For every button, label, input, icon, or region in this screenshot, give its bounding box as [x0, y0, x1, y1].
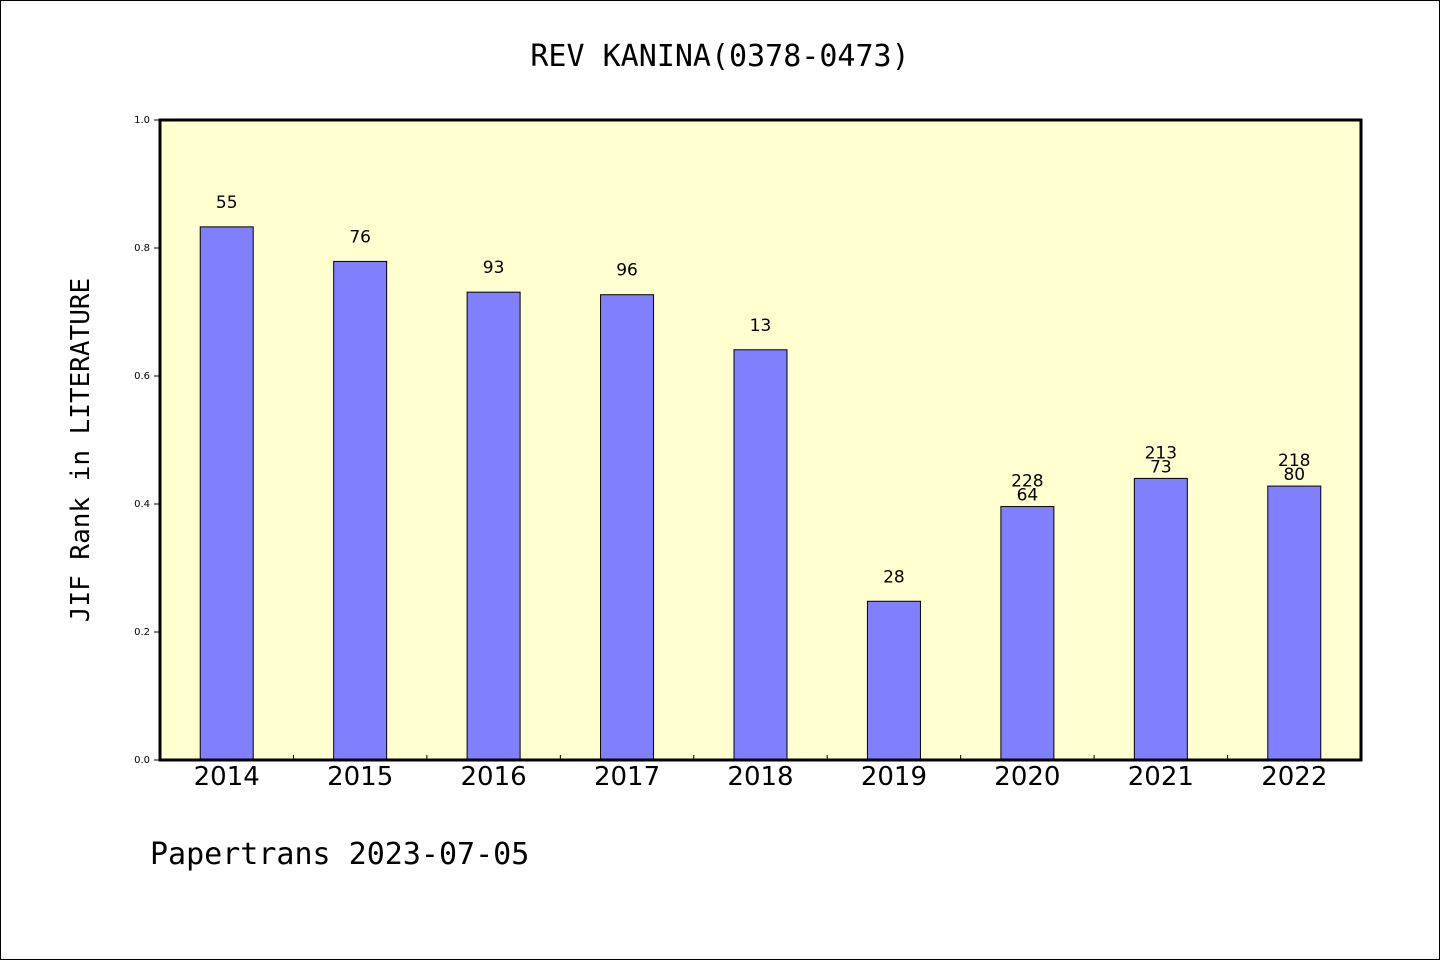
y-tick-label: 0.4: [134, 499, 150, 510]
bar-value-label: 28: [883, 567, 905, 587]
x-tick-label: 2014: [194, 762, 260, 792]
x-tick-label: 2021: [1128, 762, 1194, 792]
chart-title: REV KANINA(0378-0473): [530, 39, 909, 74]
x-tick-label: 2020: [994, 762, 1060, 792]
x-tick-label: 2016: [461, 762, 527, 792]
x-tick-label: 2018: [727, 762, 793, 792]
footer-text: Papertrans 2023-07-05: [150, 837, 529, 872]
bar-value-label: 213: [1145, 443, 1177, 463]
bar-2020: [1000, 506, 1055, 761]
bar-value-label: 96: [616, 261, 638, 281]
x-tick-label: 2019: [861, 762, 927, 792]
bar-2016: [466, 291, 521, 761]
bar-value-label: 80: [1283, 465, 1305, 485]
bar-value-label: 55: [216, 193, 238, 213]
x-tick-label: 2017: [594, 762, 660, 792]
x-tick-label: 2015: [327, 762, 393, 792]
bar-2021: [1133, 477, 1188, 761]
bar-2022: [1267, 485, 1322, 761]
y-tick-label: 0.0: [134, 755, 150, 766]
y-tick-label: 0.6: [134, 371, 150, 382]
bar-value-label: 76: [349, 227, 371, 247]
bar-value-label: 13: [750, 316, 772, 336]
bar-2017: [600, 294, 655, 761]
y-axis-label: JIF Rank in LITERATURE: [66, 278, 96, 622]
bar-value-label: 93: [483, 258, 505, 278]
plot-border: [158, 118, 1363, 762]
bar-2014: [199, 226, 254, 761]
bar-2019: [866, 600, 921, 761]
bar-2018: [733, 349, 788, 761]
y-axis: 0.0 0.2 0.4 0.6 0.8 1.0: [134, 115, 160, 766]
y-tick-label: 0.2: [134, 627, 150, 638]
bar-2015: [333, 260, 388, 761]
bar-value-label: 64: [1017, 486, 1039, 506]
bars-group: [199, 226, 1322, 761]
x-axis: 2014 2015 2016 2017 2018 2019 2020 2021 2022: [194, 755, 1327, 792]
bar-value-label: 73: [1150, 457, 1172, 477]
x-tick-label: 2022: [1261, 762, 1327, 792]
y-tick-label: 0.8: [134, 243, 150, 254]
bar-value-label: 228: [1011, 472, 1043, 492]
bar-value-label: 218: [1278, 451, 1310, 471]
y-tick-label: 1.0: [134, 115, 150, 126]
